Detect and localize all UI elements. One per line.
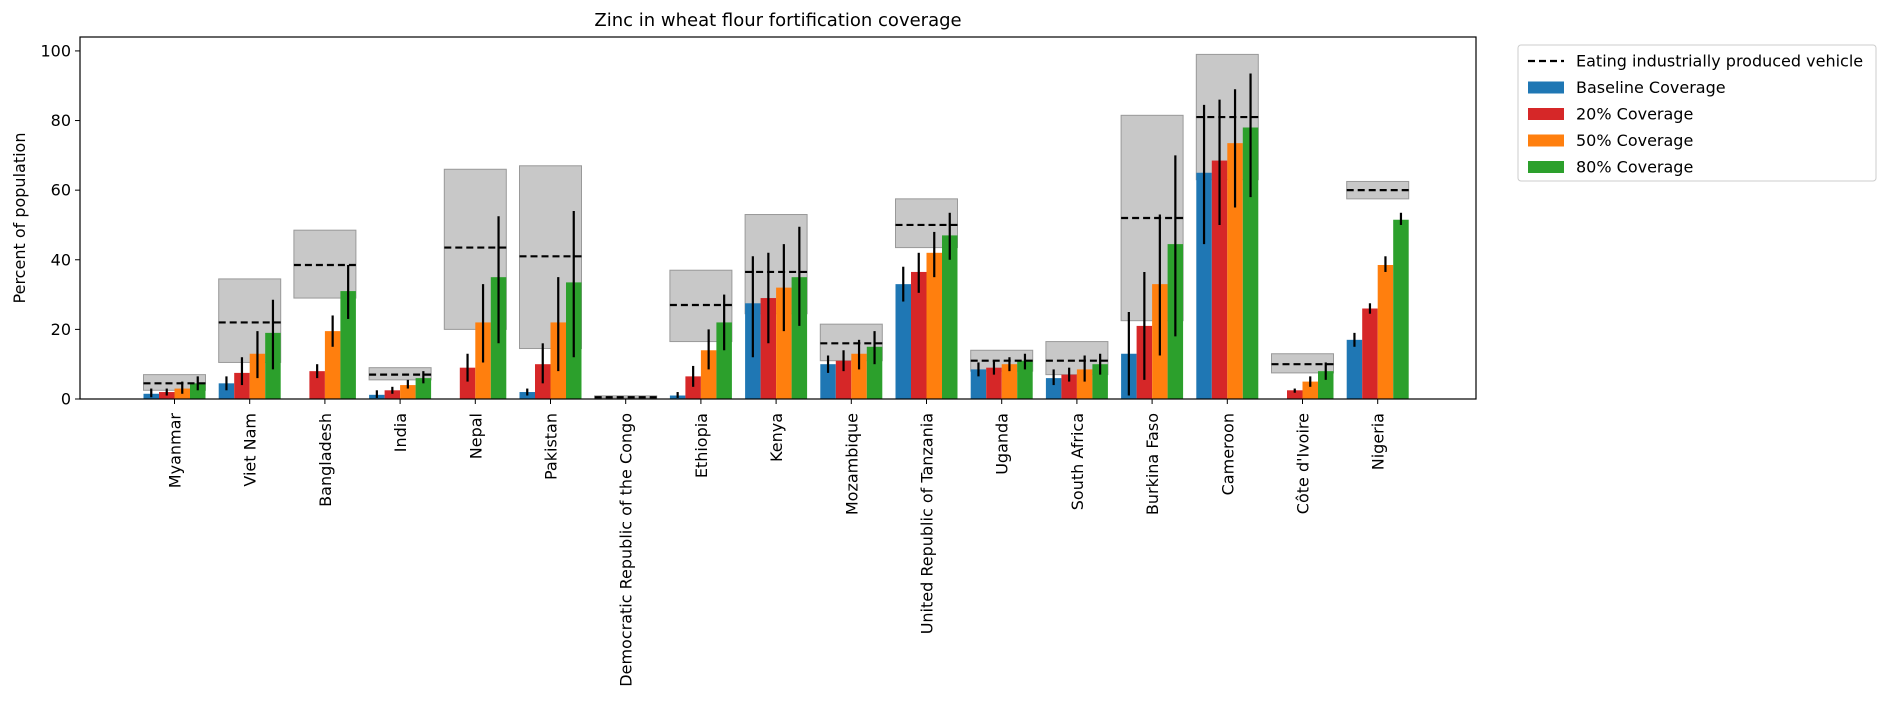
- bar: [895, 284, 911, 399]
- bar: [1393, 219, 1409, 399]
- x-tick-label: India: [391, 413, 410, 452]
- bar: [1001, 364, 1018, 399]
- bar: [384, 390, 401, 399]
- bar: [234, 372, 250, 399]
- x-tick-label: Kenya: [767, 413, 786, 462]
- bar: [820, 364, 836, 399]
- bar: [942, 235, 958, 399]
- x-tick-label: Pakistan: [542, 413, 561, 480]
- x-tick-label: Burkina Faso: [1143, 413, 1162, 515]
- reference-band: [594, 395, 658, 399]
- y-tick-label: 20: [51, 320, 71, 339]
- legend-frame: [1517, 44, 1877, 182]
- y-tick-label: 60: [51, 181, 71, 200]
- x-tick-label: Côte d'Ivoire: [1294, 413, 1313, 514]
- bar: [911, 271, 927, 399]
- legend-label: 20% Coverage: [1576, 105, 1693, 124]
- x-tick-label: Cameroon: [1218, 413, 1237, 495]
- y-axis: 0 20 40 60 80 100: [40, 41, 80, 409]
- legend-label: Eating industrially produced vehicle: [1576, 52, 1863, 71]
- x-tick-label: Ethiopia: [692, 413, 711, 478]
- bar: [970, 369, 987, 399]
- bar: [791, 277, 808, 399]
- y-axis-label: Percent of population: [10, 133, 29, 304]
- bar: [415, 378, 432, 399]
- bar: [1211, 160, 1228, 399]
- bar: [776, 287, 792, 399]
- bar: [324, 331, 341, 399]
- x-axis: Myanmar Viet Nam Bangladesh India Nepal Pakis…: [166, 399, 1388, 687]
- bar: [1318, 371, 1334, 399]
- x-tick-label: United Republic of Tanzania: [918, 413, 937, 634]
- bar: [459, 367, 476, 399]
- bar: [851, 353, 867, 399]
- x-tick-label: Viet Nam: [241, 413, 260, 487]
- legend-label: 80% Coverage: [1576, 158, 1693, 177]
- reference-band: [293, 229, 357, 299]
- bar: [1227, 143, 1243, 399]
- bar: [700, 350, 717, 399]
- legend-label: Baseline Coverage: [1576, 78, 1726, 97]
- y-tick-label: 100: [40, 41, 71, 60]
- chart-title: Zinc in wheat flour fortification covera…: [594, 10, 961, 31]
- bar: [1362, 308, 1378, 399]
- bar: [1045, 378, 1062, 399]
- x-tick-label: Myanmar: [166, 413, 185, 489]
- bar: [986, 367, 1002, 399]
- bar: [1377, 264, 1394, 399]
- bar: [309, 371, 325, 399]
- y-tick-label: 0: [61, 390, 71, 409]
- bar: [1242, 127, 1259, 399]
- error-bars: [150, 73, 1403, 398]
- bar: [716, 322, 732, 399]
- legend-swatch: [1528, 81, 1564, 94]
- x-tick-label: Nepal: [466, 413, 485, 459]
- bar: [400, 385, 416, 399]
- legend-swatch: [1528, 161, 1564, 173]
- x-tick-label: Mozambique: [842, 413, 861, 515]
- bar: [340, 291, 356, 399]
- plot-frame: [79, 36, 1477, 400]
- bar: [760, 298, 777, 399]
- bar: [1017, 360, 1033, 399]
- x-tick-label: Democratic Republic of the Congo: [617, 413, 636, 687]
- bar: [685, 376, 701, 399]
- reference-band: [368, 367, 432, 381]
- bar: [1346, 339, 1363, 399]
- x-tick-label: Uganda: [993, 413, 1012, 475]
- bar: [1076, 369, 1093, 399]
- bar: [218, 383, 235, 399]
- bar: [1287, 390, 1303, 399]
- bar: [1196, 172, 1212, 399]
- reference-band: [1346, 180, 1410, 200]
- bar: [926, 252, 942, 399]
- bar: [866, 346, 883, 399]
- bar: [1061, 374, 1077, 399]
- reference-band: [669, 269, 733, 343]
- y-tick-label: 40: [51, 250, 71, 269]
- legend-swatch: [1528, 134, 1564, 147]
- x-tick-label: South Africa: [1068, 413, 1087, 510]
- bar: [835, 360, 852, 399]
- legend-swatch: [1528, 108, 1564, 120]
- legend-label: 50% Coverage: [1576, 131, 1693, 150]
- bar: [190, 383, 206, 399]
- bar-series: [143, 127, 1409, 399]
- bar: [1092, 364, 1108, 399]
- x-tick-label: Bangladesh: [316, 413, 335, 507]
- reference-band: [1271, 353, 1334, 374]
- legend: Eating industrially produced vehicle Base…: [1517, 44, 1877, 182]
- x-tick-label: Nigeria: [1369, 413, 1388, 470]
- y-tick-label: 80: [51, 111, 71, 130]
- bar: [1302, 381, 1318, 399]
